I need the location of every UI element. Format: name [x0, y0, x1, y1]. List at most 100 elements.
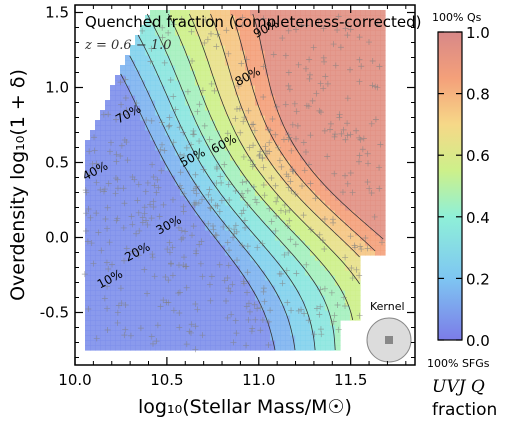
heat-cell [235, 55, 241, 61]
heat-cell [170, 15, 176, 21]
heat-cell [330, 265, 336, 271]
heat-cell [115, 280, 121, 286]
heat-cell [200, 50, 206, 56]
heat-cell [305, 275, 311, 281]
heat-cell [155, 250, 161, 256]
heat-cell [165, 225, 171, 231]
heat-cell [380, 250, 386, 256]
heat-cell [180, 65, 186, 71]
galaxy-point [250, 183, 257, 190]
heat-cell [160, 280, 166, 286]
heat-cell [285, 235, 291, 241]
heat-cell [190, 55, 196, 61]
heat-cell [135, 235, 141, 241]
heat-cell [145, 200, 151, 206]
heat-cell [240, 110, 246, 116]
heat-cell [355, 210, 361, 216]
heat-cell [95, 220, 101, 226]
galaxy-point [334, 301, 341, 308]
heat-cell [240, 315, 246, 321]
galaxy-point [295, 61, 302, 68]
heat-cell [170, 170, 176, 176]
heat-cell [260, 40, 266, 46]
heat-cell [210, 150, 216, 156]
galaxy-point [148, 45, 155, 52]
heat-cell [205, 325, 211, 331]
heat-cell [160, 180, 166, 186]
heat-cell [150, 90, 156, 96]
heat-cell [280, 115, 286, 121]
heat-cell [165, 285, 171, 291]
heat-cell [305, 300, 311, 306]
heat-cell [175, 280, 181, 286]
heat-cell [200, 120, 206, 126]
heat-cell [155, 115, 161, 121]
heat-cell [145, 255, 151, 261]
heat-cell [115, 345, 121, 351]
heat-cell [215, 220, 221, 226]
heat-cell [185, 130, 191, 136]
heat-cell [335, 80, 341, 86]
heat-cell [165, 205, 171, 211]
heat-cell [275, 155, 281, 161]
heat-cell [295, 340, 301, 346]
heat-cell [215, 330, 221, 336]
heat-cell [335, 100, 341, 106]
galaxy-point [232, 188, 239, 195]
heat-cell [150, 275, 156, 281]
heat-cell [305, 280, 311, 286]
heat-cell [180, 110, 186, 116]
heat-cell [210, 245, 216, 251]
heat-cell [125, 60, 131, 66]
galaxy-point [349, 189, 356, 196]
heat-cell [220, 330, 226, 336]
y-tick-label: 0.5 [45, 154, 69, 172]
heat-cell [320, 120, 326, 126]
heat-cell [175, 120, 181, 126]
heat-cell [325, 40, 331, 46]
galaxy-point [205, 220, 212, 227]
heat-cell [310, 180, 316, 186]
heat-cell [190, 270, 196, 276]
heat-cell [355, 255, 361, 261]
galaxy-point [353, 127, 360, 134]
heat-cell [150, 210, 156, 216]
heat-cell [105, 175, 111, 181]
heat-cell [105, 100, 111, 106]
heat-cell [350, 175, 356, 181]
heat-cell [245, 10, 251, 16]
heat-cell [105, 255, 111, 261]
heat-cell [250, 175, 256, 181]
heat-cell [330, 240, 336, 246]
heat-cell [130, 65, 136, 71]
heat-cell [175, 70, 181, 76]
galaxy-point [200, 166, 207, 173]
heat-cell [105, 115, 111, 121]
heat-cell [165, 70, 171, 76]
heat-cell [210, 345, 216, 351]
heat-cell [165, 315, 171, 321]
galaxy-point [177, 151, 184, 158]
heat-cell [145, 125, 151, 131]
heat-cell [280, 185, 286, 191]
heat-cell [260, 60, 266, 66]
heat-cell [85, 205, 91, 211]
heat-cell [160, 90, 166, 96]
heat-cell [305, 195, 311, 201]
heat-cell [245, 165, 251, 171]
heat-cell [110, 155, 116, 161]
heat-cell [330, 170, 336, 176]
heat-cell [220, 155, 226, 161]
heat-cell [305, 345, 311, 351]
galaxy-point [230, 339, 237, 346]
heat-cell [235, 25, 241, 31]
heat-cell [265, 275, 271, 281]
heat-cell [260, 255, 266, 261]
heat-cell [235, 125, 241, 131]
heat-cell [155, 165, 161, 171]
galaxy-point [154, 322, 161, 329]
heat-cell [165, 200, 171, 206]
heat-cell [265, 130, 271, 136]
heat-cell [240, 270, 246, 276]
heat-cell [225, 135, 231, 141]
